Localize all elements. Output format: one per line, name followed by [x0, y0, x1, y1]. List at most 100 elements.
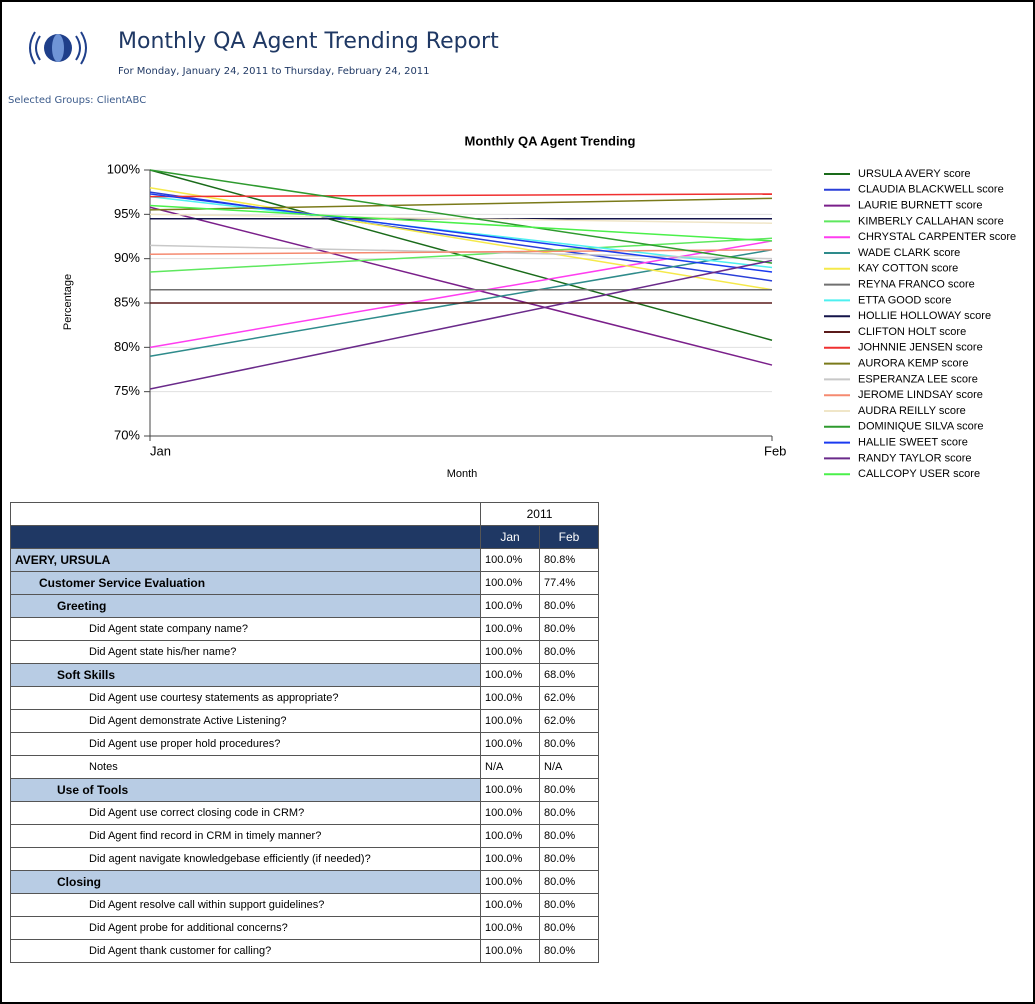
- legend-label: WADE CLARK score: [858, 247, 960, 259]
- item-row: Did Agent thank customer for calling? 100…: [10, 939, 599, 963]
- item-row: Did Agent find record in CRM in timely m…: [10, 824, 599, 848]
- series-line: [149, 197, 773, 211]
- corner-cell: [10, 502, 481, 526]
- section-row-value: 77.4%: [539, 571, 599, 595]
- group-row: Greeting 100.0% 80.0%: [10, 594, 599, 618]
- group-row-value: 100.0%: [480, 663, 540, 687]
- item-row-label: Did Agent thank customer for calling?: [10, 939, 481, 963]
- y-tick-label: 95%: [114, 206, 140, 221]
- item-row-value: 80.0%: [539, 939, 599, 963]
- item-row-value: 80.0%: [539, 617, 599, 641]
- legend-label: CLAUDIA BLACKWELL score: [858, 184, 1004, 196]
- item-row: Did Agent resolve call within support gu…: [10, 893, 599, 917]
- report-subtitle: For Monday, January 24, 2011 to Thursday…: [118, 66, 430, 77]
- y-axis-title: Percentage: [62, 274, 74, 330]
- group-row: Closing 100.0% 80.0%: [10, 870, 599, 894]
- item-row-value: 100.0%: [480, 709, 540, 733]
- agent-row: AVERY, URSULA 100.0% 80.8%: [10, 548, 599, 572]
- item-row-label: Did Agent use correct closing code in CR…: [10, 801, 481, 825]
- month-cell: Feb: [539, 525, 599, 549]
- group-row-label: Closing: [10, 870, 481, 894]
- legend-label: URSULA AVERY score: [858, 168, 971, 180]
- item-row-label: Did Agent use courtesy statements as app…: [10, 686, 481, 710]
- x-axis-title: Month: [447, 468, 478, 480]
- legend-label: HOLLIE HOLLOWAY score: [858, 310, 991, 322]
- item-row: Did Agent state company name? 100.0% 80.0%: [10, 617, 599, 641]
- item-row-value: 100.0%: [480, 847, 540, 871]
- series-line: [149, 169, 773, 264]
- item-row: Did agent navigate knowledgebase efficie…: [10, 847, 599, 871]
- item-row-value: 62.0%: [539, 686, 599, 710]
- legend-label: DOMINIQUE SILVA score: [858, 421, 984, 433]
- year-cell: 2011: [480, 502, 599, 526]
- item-row: Did Agent probe for additional concerns?…: [10, 916, 599, 940]
- section-row-label: Customer Service Evaluation: [10, 571, 481, 595]
- item-row-label: Did Agent find record in CRM in timely m…: [10, 824, 481, 848]
- series-line: [149, 213, 773, 224]
- report-table: 2011 Jan Feb AVERY, URSULA 100.0% 80.8% Custom…: [10, 502, 599, 963]
- report-header-chart: Monthly QA Agent Trending Report For Mon…: [8, 29, 1016, 480]
- series-line: [149, 259, 773, 390]
- group-row-value: 68.0%: [539, 663, 599, 687]
- legend-label: ETTA GOOD score: [858, 294, 951, 306]
- item-row-value: 100.0%: [480, 686, 540, 710]
- legend-label: JEROME LINDSAY score: [858, 389, 983, 401]
- legend-label: KAY COTTON score: [858, 263, 958, 275]
- y-tick-label: 75%: [114, 383, 140, 398]
- series-line: [149, 249, 773, 255]
- item-row: Did Agent use correct closing code in CR…: [10, 801, 599, 825]
- item-row-value: 100.0%: [480, 640, 540, 664]
- legend-label: CALLCOPY USER score: [858, 468, 980, 480]
- series-line: [149, 206, 773, 366]
- section-row: Customer Service Evaluation 100.0% 77.4%: [10, 571, 599, 595]
- item-row-value: N/A: [480, 755, 540, 779]
- group-row-value: 100.0%: [480, 870, 540, 894]
- series-line: [149, 237, 773, 273]
- item-row-label: Did Agent state company name?: [10, 617, 481, 641]
- legend-label: LAURIE BURNETT score: [858, 200, 983, 212]
- item-row-label: Did agent navigate knowledgebase efficie…: [10, 847, 481, 871]
- item-row: Did Agent use proper hold procedures? 100…: [10, 732, 599, 756]
- selected-groups: Selected Groups: ClientABC: [8, 95, 146, 106]
- y-tick-label: 80%: [114, 339, 140, 354]
- item-row-label: Did Agent state his/her name?: [10, 640, 481, 664]
- item-row-value: 100.0%: [480, 916, 540, 940]
- legend-label: AURORA KEMP score: [858, 358, 968, 370]
- legend-label: REYNA FRANCO score: [858, 279, 975, 291]
- legend-label: KIMBERLY CALLAHAN score: [858, 215, 1004, 227]
- group-row-value: 80.0%: [539, 594, 599, 618]
- item-row-value: 100.0%: [480, 801, 540, 825]
- item-row-value: 80.0%: [539, 732, 599, 756]
- logo: [29, 31, 87, 65]
- legend-label: RANDY TAYLOR score: [858, 452, 972, 464]
- item-row-value: 100.0%: [480, 617, 540, 641]
- legend-label: CLIFTON HOLT score: [858, 326, 966, 338]
- item-row-value: 80.0%: [539, 640, 599, 664]
- blank-cell: [10, 525, 481, 549]
- group-row-value: 80.0%: [539, 870, 599, 894]
- item-row-value: 100.0%: [480, 732, 540, 756]
- agent-row-value: 80.8%: [539, 548, 599, 572]
- item-row-value: 80.0%: [539, 916, 599, 940]
- item-row-value: 62.0%: [539, 709, 599, 733]
- item-row-value: 100.0%: [480, 939, 540, 963]
- report-title: Monthly QA Agent Trending Report: [118, 29, 499, 54]
- x-tick-label: Jan: [150, 443, 171, 458]
- legend-label: JOHNNIE JENSEN score: [858, 342, 983, 354]
- item-row-value: 80.0%: [539, 847, 599, 871]
- series-line: [149, 193, 773, 198]
- section-row-value: 100.0%: [480, 571, 540, 595]
- legend-label: AUDRA REILLY score: [858, 405, 966, 417]
- x-tick-label: Feb: [764, 443, 786, 458]
- item-row-label: Did Agent resolve call within support gu…: [10, 893, 481, 917]
- series-line: [149, 186, 773, 291]
- group-row-value: 80.0%: [539, 778, 599, 802]
- y-tick-label: 100%: [107, 161, 141, 176]
- item-row-label: Did Agent demonstrate Active Listening?: [10, 709, 481, 733]
- legend-label: HALLIE SWEET score: [858, 437, 968, 449]
- item-row: Notes N/A N/A: [10, 755, 599, 779]
- agent-row-value: 100.0%: [480, 548, 540, 572]
- group-row-label: Use of Tools: [10, 778, 481, 802]
- group-row-value: 100.0%: [480, 594, 540, 618]
